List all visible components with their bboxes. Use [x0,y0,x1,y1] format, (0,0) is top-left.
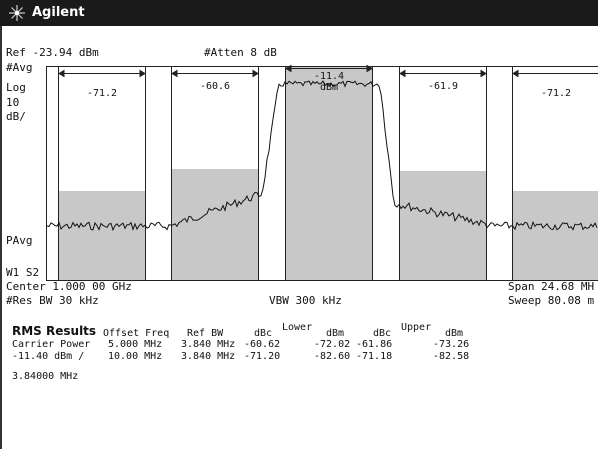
spectrum-trace [46,80,598,232]
scale-type: Log [6,81,26,94]
power-average-label: PAvg [6,234,33,247]
col-upper: Upper [401,322,432,333]
row2-offset: 10.00 MHz [108,351,163,362]
upper-outer-channel-fill [513,191,598,280]
carrier-channel-fill [286,66,372,280]
lower-inner-acp-label: -60.6 [200,81,230,92]
sweep-time: Sweep 80.08 m [508,294,595,307]
col-dbc-upper: dBc [373,328,392,339]
span: Span 24.68 MH [508,280,595,293]
carrier-power-label: -11.4 [314,71,344,82]
spectrum-plot: -71.2 -60.6 -11.4 dBm -61.9 -71.2 [46,64,598,281]
agilent-spark-icon [9,5,25,21]
col-dbc-lower: dBc [254,328,273,339]
row1-refbw: 3.840 MHz [181,339,236,350]
video-bandwidth: VBW 300 kHz [269,294,342,307]
carrier-power-unit: dBm [320,82,338,93]
attenuation: #Atten 8 dB [204,46,277,59]
lower-outer-acp-label: -71.2 [87,88,117,99]
col-offset-freq: Offset Freq [103,328,170,339]
channel-boundaries [46,66,598,281]
col-dbm-upper: dBm [445,328,464,339]
row1-upper-dbc: -61.86 [356,339,393,350]
row2-refbw: 3.840 MHz [181,351,236,362]
lower-outer-channel-fill [59,191,145,280]
carrier-power-value: -11.40 dBm / [12,351,85,362]
row2-upper-dbm: -82.58 [433,351,470,362]
row1-lower-dbm: -72.02 [314,339,351,350]
carrier-bandwidth: 3.84000 MHz [12,371,79,382]
brand-name: Agilent [32,5,85,20]
upper-outer-acp-label: -71.2 [541,88,571,99]
row2-lower-dbm: -82.60 [314,351,351,362]
center-frequency: Center 1.000 00 GHz [6,280,132,293]
scale-unit: dB/ [6,110,26,123]
rms-results-title: RMS Results [12,324,97,338]
carrier-power-label: Carrier Power [12,339,91,350]
row1-offset: 5.000 MHz [108,339,163,350]
row2-lower-dbc: -71.20 [244,351,281,362]
title-bar: Agilent [0,0,598,26]
average-indicator: #Avg [6,61,33,74]
lower-inner-channel-fill [172,169,258,280]
channel-fills [59,66,598,280]
analyzer-display: Ref -23.94 dBm #Atten 8 dB #Avg Log 10 d… [0,26,598,449]
resolution-bandwidth: #Res BW 30 kHz [6,294,99,307]
row2-upper-dbc: -71.18 [356,351,393,362]
col-ref-bw: Ref BW [187,328,224,339]
col-lower: Lower [282,322,313,333]
row1-upper-dbm: -73.26 [433,339,470,350]
scale-value: 10 [6,96,20,109]
upper-inner-acp-label: -61.9 [428,81,458,92]
row1-lower-dbc: -60.62 [244,339,281,350]
col-dbm-lower: dBm [326,328,345,339]
screen-left-border [0,26,2,449]
reference-level: Ref -23.94 dBm [6,46,99,59]
upper-inner-channel-fill [400,171,486,280]
trace-window-label: W1 S2 [6,266,40,279]
bandwidth-arrows [58,64,598,78]
